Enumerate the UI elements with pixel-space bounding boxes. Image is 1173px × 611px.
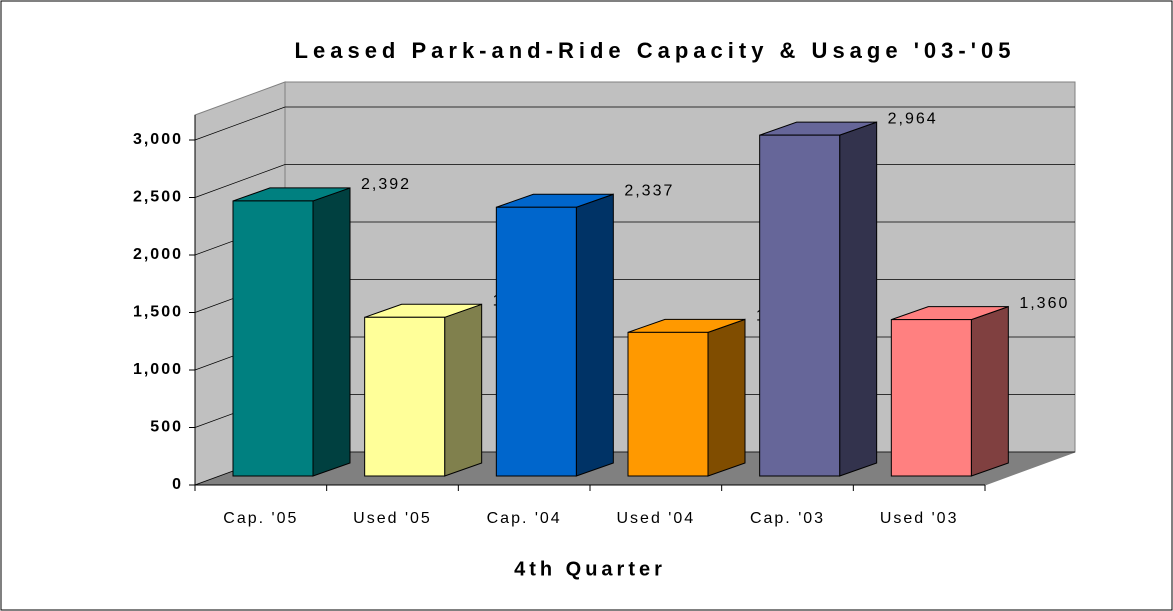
bar: [232, 200, 314, 477]
y-tick-label: 1,500: [133, 304, 183, 321]
bar-side: [707, 318, 746, 477]
y-tick-label: 0: [172, 476, 183, 493]
bar-side: [970, 305, 1009, 477]
value-label: 1,360: [1019, 295, 1069, 312]
bar: [364, 316, 446, 477]
bar: [627, 331, 709, 477]
x-tick-label: Used '04: [617, 510, 696, 527]
bar: [890, 319, 972, 477]
y-tick-label: 2,000: [133, 246, 183, 263]
bar-side: [839, 121, 878, 477]
y-tick-label: 2,500: [133, 189, 183, 206]
chart-title: Leased Park-and-Ride Capacity & Usage '0…: [295, 38, 1016, 63]
bar: [759, 134, 841, 477]
value-label: 2,337: [624, 182, 674, 199]
x-tick-label: Cap. '03: [750, 510, 825, 527]
x-tick-label: Cap. '04: [487, 510, 562, 527]
x-tick-label: Used '05: [353, 510, 432, 527]
y-tick-label: 3,000: [133, 131, 183, 148]
y-tick-label: 1,000: [133, 361, 183, 378]
y-tick-label: 500: [150, 419, 183, 436]
grid-line: [194, 106, 1075, 141]
value-label: 2,964: [888, 110, 938, 127]
bar-side: [312, 187, 351, 477]
x-tick-label: Used '03: [880, 510, 959, 527]
bar-side: [575, 193, 614, 477]
x-axis-label: 4th Quarter: [514, 558, 666, 580]
bar-side: [444, 303, 483, 477]
value-label: 2,392: [361, 176, 411, 193]
bar: [495, 206, 577, 477]
x-tick-label: Cap. '05: [223, 510, 298, 527]
